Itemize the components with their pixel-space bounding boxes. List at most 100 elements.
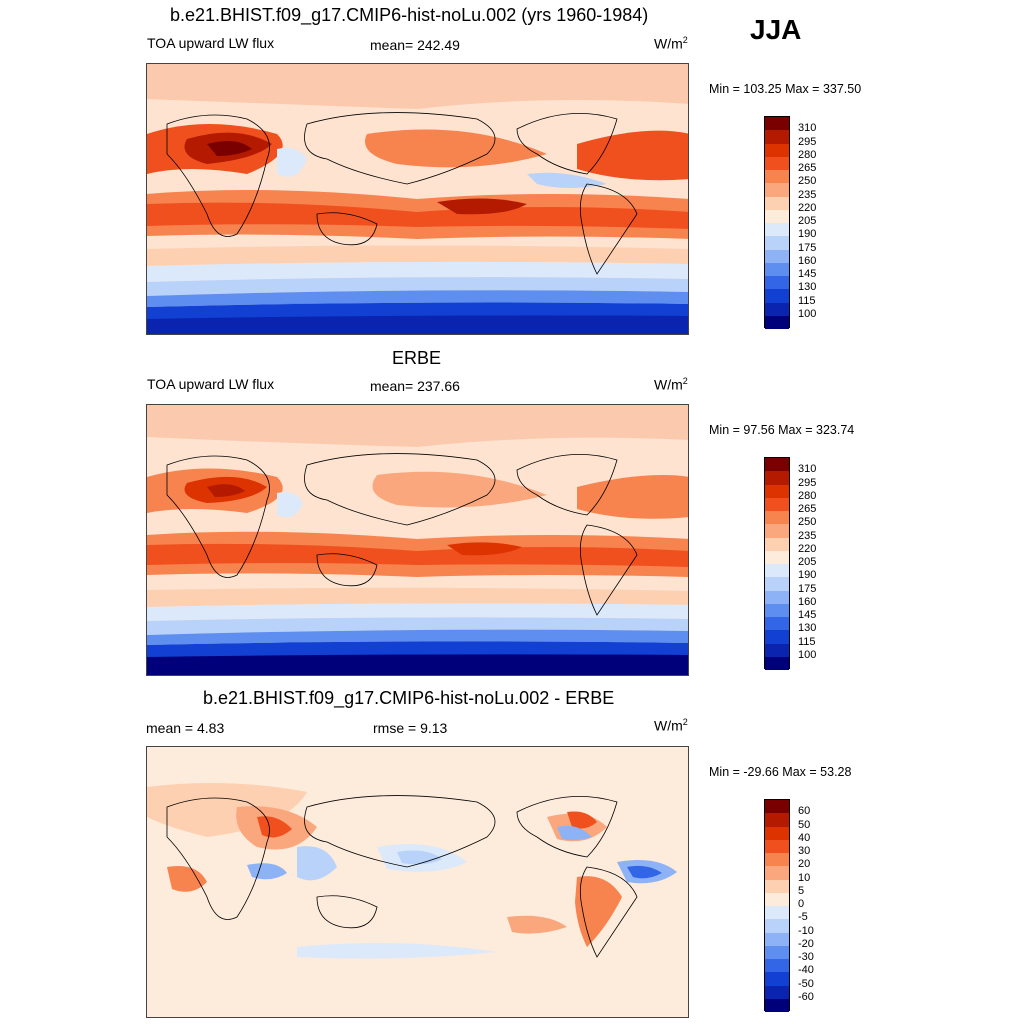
panel3-colorbar-swatch bbox=[765, 853, 789, 867]
model-map-field bbox=[147, 64, 688, 334]
panel2-colorbar-tick-label: 220 bbox=[798, 542, 817, 555]
model-lw-flux-map bbox=[146, 63, 689, 335]
panel2-colorbar-swatch bbox=[765, 656, 789, 670]
panel2-colorbar-swatch bbox=[765, 458, 789, 472]
erbe-map-field bbox=[147, 405, 688, 675]
panel3-colorbar-tick-label: 50 bbox=[798, 818, 811, 831]
panel2-colorbar-tick-label: 130 bbox=[798, 622, 817, 635]
panel2-minmax: Min = 97.56 Max = 323.74 bbox=[709, 423, 855, 437]
panel2-colorbar-tick-label: 190 bbox=[798, 569, 817, 582]
panel1-colorbar-swatch bbox=[765, 143, 789, 157]
panel1-colorbar-swatch bbox=[765, 223, 789, 237]
panel3-colorbar-swatch bbox=[765, 906, 789, 920]
panel3-colorbar-tick-label: -60 bbox=[798, 990, 814, 1003]
panel1-colorbar-swatch bbox=[765, 183, 789, 197]
panel1-colorbar-tick-label: 205 bbox=[798, 215, 817, 227]
panel3-colorbar-tick-label: -30 bbox=[798, 951, 814, 963]
panel2-colorbar-tick-label: 280 bbox=[798, 489, 817, 502]
panel3-colorbar-tick-label: -20 bbox=[798, 937, 814, 950]
panel1-colorbar-swatch bbox=[765, 249, 789, 263]
panel1-colorbar-swatch bbox=[765, 289, 789, 303]
panel2-colorbar-tick-label: 100 bbox=[798, 648, 817, 661]
panel2-colorbar-swatch bbox=[765, 577, 789, 591]
panel3-rmse-label: rmse = 9.13 bbox=[373, 720, 448, 736]
panel3-colorbar-tick-label: 5 bbox=[798, 884, 805, 897]
panel3-minmax: Min = -29.66 Max = 53.28 bbox=[709, 765, 852, 779]
panel2-colorbar-swatch bbox=[765, 524, 789, 538]
panel3-colorbar-tick-label: -5 bbox=[798, 911, 808, 924]
panel2-colorbar-swatch bbox=[765, 471, 789, 485]
panel2-colorbar-tick-label: 145 bbox=[798, 609, 817, 621]
panel1-colorbar-tick-label: 145 bbox=[798, 268, 817, 280]
panel3-colorbar bbox=[764, 799, 790, 1012]
panel2-colorbar-swatch bbox=[765, 564, 789, 578]
panel3-colorbar-tick-label: 10 bbox=[798, 871, 811, 884]
difference-map-field bbox=[147, 747, 688, 1017]
panel1-colorbar-swatch bbox=[765, 170, 789, 184]
panel3-mean-label: mean = 4.83 bbox=[146, 720, 225, 736]
panel3-colorbar-tick-label: 20 bbox=[798, 858, 811, 871]
panel2-mean-label: mean= 237.66 bbox=[370, 378, 460, 394]
panel3-colorbar-swatch bbox=[765, 932, 789, 946]
panel2-colorbar-swatch bbox=[765, 497, 789, 511]
panel1-units: W/m2 bbox=[654, 35, 688, 52]
panel3-colorbar-swatch bbox=[765, 972, 789, 986]
panel3-colorbar-tick-label: -50 bbox=[798, 977, 814, 990]
panel3-colorbar-tick-label: 40 bbox=[798, 831, 811, 844]
panel3-colorbar-tick-label: 30 bbox=[798, 845, 811, 857]
panel1-colorbar-tick-label: 310 bbox=[798, 122, 817, 135]
panel2-colorbar-swatch bbox=[765, 484, 789, 498]
panel3-colorbar-swatch bbox=[765, 985, 789, 999]
panel3-colorbar-swatch bbox=[765, 945, 789, 959]
panel3-colorbar-tick-label: -10 bbox=[798, 924, 814, 937]
panel3-colorbar-tick-label: 60 bbox=[798, 805, 811, 818]
panel1-colorbar-tick-label: 220 bbox=[798, 201, 817, 214]
panel1-colorbar-tick-label: 160 bbox=[798, 254, 817, 267]
panel1-colorbar-swatch bbox=[765, 196, 789, 210]
panel3-units: W/m2 bbox=[654, 717, 688, 734]
panel1-mean-label: mean= 242.49 bbox=[370, 37, 460, 53]
panel1-colorbar-swatch bbox=[765, 156, 789, 170]
panel2-colorbar-tick-label: 250 bbox=[798, 516, 817, 529]
panel2-colorbar-swatch bbox=[765, 550, 789, 564]
panel1-colorbar-swatch bbox=[765, 130, 789, 144]
panel2-variable-label: TOA upward LW flux bbox=[147, 376, 275, 392]
panel1-colorbar-tick-label: 250 bbox=[798, 175, 817, 188]
panel3-colorbar-swatch bbox=[765, 998, 789, 1012]
panel3-colorbar-tick-label: 0 bbox=[798, 898, 805, 910]
panel2-colorbar-tick-label: 175 bbox=[798, 582, 817, 595]
panel1-colorbar-tick-label: 280 bbox=[798, 148, 817, 161]
panel1-colorbar-swatch bbox=[765, 209, 789, 223]
panel2-colorbar-tick-label: 160 bbox=[798, 595, 817, 608]
panel1-colorbar-swatch bbox=[765, 117, 789, 131]
panel1-colorbar-tick-label: 175 bbox=[798, 241, 817, 254]
panel2-colorbar-swatch bbox=[765, 630, 789, 644]
panel1-colorbar bbox=[764, 116, 790, 329]
panel2-units: W/m2 bbox=[654, 376, 688, 393]
panel3-colorbar-swatch bbox=[765, 879, 789, 893]
panel1-colorbar-tick-label: 115 bbox=[798, 294, 816, 307]
panel1-colorbar-swatch bbox=[765, 276, 789, 290]
panel1-minmax: Min = 103.25 Max = 337.50 bbox=[709, 82, 862, 96]
panel3-colorbar-swatch bbox=[765, 826, 789, 840]
panel2-colorbar-tick-label: 115 bbox=[798, 635, 816, 648]
panel1-colorbar-tick-label: 295 bbox=[798, 135, 817, 148]
panel2-colorbar-swatch bbox=[765, 603, 789, 617]
panel3-title: b.e21.BHIST.f09_g17.CMIP6-hist-noLu.002 … bbox=[203, 688, 615, 708]
panel3-colorbar-swatch bbox=[765, 892, 789, 906]
panel1-colorbar-tick-label: 265 bbox=[798, 162, 817, 174]
panel3-colorbar-swatch bbox=[765, 813, 789, 827]
panel1-colorbar-tick-label: 130 bbox=[798, 281, 817, 294]
panel1-variable-label: TOA upward LW flux bbox=[147, 35, 275, 51]
panel3-colorbar-swatch bbox=[765, 959, 789, 973]
panel1-title: b.e21.BHIST.f09_g17.CMIP6-hist-noLu.002 … bbox=[170, 5, 649, 25]
panel2-colorbar-tick-label: 205 bbox=[798, 556, 817, 568]
panel1-colorbar-tick-label: 235 bbox=[798, 188, 817, 201]
panel1-colorbar-swatch bbox=[765, 302, 789, 316]
panel2-colorbar-tick-label: 295 bbox=[798, 476, 817, 489]
panel1-colorbar-swatch bbox=[765, 315, 789, 329]
panel3-colorbar-swatch bbox=[765, 866, 789, 880]
difference-map bbox=[146, 746, 689, 1018]
panel2-colorbar bbox=[764, 457, 790, 670]
panel2-colorbar-tick-label: 235 bbox=[798, 529, 817, 542]
